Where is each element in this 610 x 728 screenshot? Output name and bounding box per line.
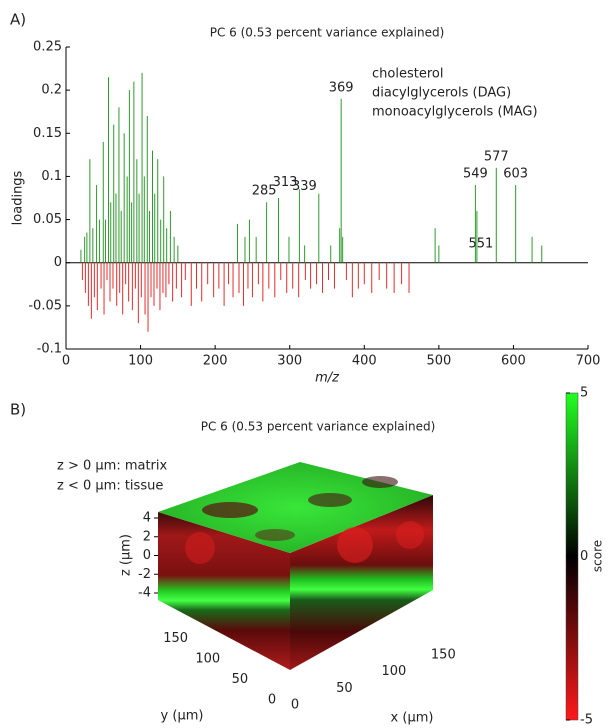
y-axis-label: y (µm) xyxy=(161,709,204,724)
z-tick-label: -4 xyxy=(138,586,151,601)
x-tick-label: 400 xyxy=(352,354,377,369)
y-tick-label: -0.05 xyxy=(28,298,62,313)
z-axis-label: z (µm) xyxy=(119,534,134,576)
x-tick-label: 150 xyxy=(431,648,456,663)
legend-entry: diacylglycerols (DAG) xyxy=(372,86,511,101)
z-tick-label: 0 xyxy=(143,548,151,563)
y-tick-label: 0.05 xyxy=(33,212,62,227)
x-tick-label: 0 xyxy=(291,698,299,713)
y-tick-label: 0 xyxy=(54,255,62,270)
annotation: z > 0 µm: matrix xyxy=(57,459,168,474)
legend-entry: cholesterol xyxy=(372,67,443,82)
x-tick-label: 700 xyxy=(576,354,601,369)
colorbar-tick-label: -5 xyxy=(580,713,593,728)
x-tick-label: 300 xyxy=(277,354,302,369)
y-tick-label: 0.2 xyxy=(41,83,62,98)
y-tick-label: 0 xyxy=(268,693,276,708)
x-tick-label: 100 xyxy=(128,354,153,369)
z-tick-label: -2 xyxy=(138,567,151,582)
x-tick-label: 600 xyxy=(501,354,526,369)
peak-label: 339 xyxy=(292,179,317,194)
y-tick-label: -0.1 xyxy=(37,342,62,357)
y-tick-label: 0.1 xyxy=(41,169,62,184)
y-tick-label: 0.15 xyxy=(33,126,62,141)
peak-label: 549 xyxy=(463,167,488,182)
chart-title: PC 6 (0.53 percent variance explained) xyxy=(201,420,436,434)
x-axis-label: m/z xyxy=(315,371,340,386)
peak-label: 313 xyxy=(273,175,298,190)
chart-title: PC 6 (0.53 percent variance explained) xyxy=(210,26,445,40)
annotation: z < 0 µm: tissue xyxy=(57,479,163,494)
colorbar-tick-label: 0 xyxy=(580,549,588,564)
x-tick-label: 200 xyxy=(203,354,228,369)
colorbar-tick-label: 5 xyxy=(580,386,588,401)
peak-label: 369 xyxy=(329,80,354,95)
colorbar-label: score xyxy=(591,540,605,572)
volume-render xyxy=(158,462,433,670)
peak-label: 551 xyxy=(468,236,493,251)
x-tick-label: 0 xyxy=(62,354,70,369)
x-tick-label: 50 xyxy=(336,681,353,696)
y-tick-label: 0.25 xyxy=(33,40,62,55)
y-tick-label: 150 xyxy=(163,631,188,646)
y-tick-label: 50 xyxy=(232,672,249,687)
panel-label: B) xyxy=(10,401,26,419)
x-tick-label: 500 xyxy=(426,354,451,369)
z-tick-label: 2 xyxy=(143,529,151,544)
x-tick-label: 100 xyxy=(381,664,406,679)
y-axis-label: loadings xyxy=(11,170,26,225)
y-tick-label: 100 xyxy=(195,651,220,666)
peak-label: 603 xyxy=(503,167,528,182)
panel-label: A) xyxy=(10,11,26,29)
peak-label: 577 xyxy=(484,149,509,164)
z-tick-label: 4 xyxy=(143,511,151,526)
legend-entry: monoacylglycerols (MAG) xyxy=(372,105,538,120)
peak-label: 285 xyxy=(252,184,277,199)
x-axis-label: x (µm) xyxy=(391,711,434,726)
